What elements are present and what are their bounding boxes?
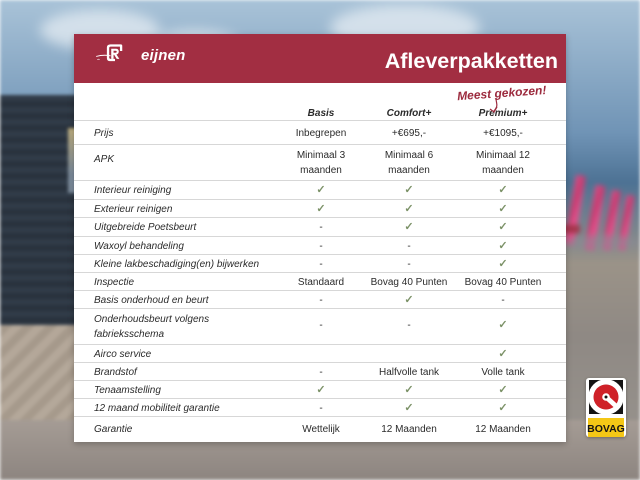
svg-text:BOVAG: BOVAG: [587, 423, 625, 435]
